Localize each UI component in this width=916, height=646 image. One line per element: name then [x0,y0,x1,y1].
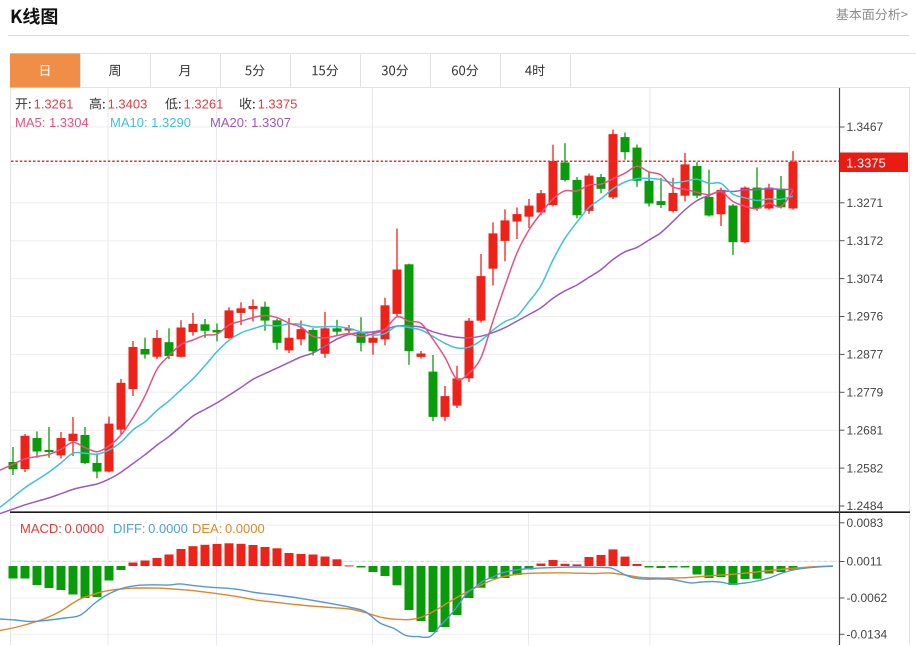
svg-text:1.2976: 1.2976 [847,310,884,324]
svg-text:1.2779: 1.2779 [847,386,884,400]
svg-text:1.3375: 1.3375 [258,97,298,112]
svg-text:1.3172: 1.3172 [847,234,884,248]
svg-text:MA5: 1.3304: MA5: 1.3304 [15,115,89,130]
svg-text:DIFF: 0.0000: DIFF: 0.0000 [113,521,188,536]
svg-text:0.0011: 0.0011 [847,555,883,569]
svg-text:1.3467: 1.3467 [847,120,884,134]
svg-text:1.3375: 1.3375 [846,156,886,171]
svg-text:DEA: 0.0000: DEA: 0.0000 [192,521,265,536]
svg-text:-0.0134: -0.0134 [847,628,888,642]
svg-text:1.2877: 1.2877 [847,348,884,362]
svg-text:1.3403: 1.3403 [108,97,148,112]
svg-text:-0.0062: -0.0062 [847,591,888,605]
svg-text:1.3271: 1.3271 [847,196,884,210]
svg-text:1.2681: 1.2681 [847,423,884,437]
svg-text:0.0083: 0.0083 [847,516,884,530]
svg-text:MA20: 1.3307: MA20: 1.3307 [210,115,291,130]
svg-text:1.2582: 1.2582 [847,461,884,475]
svg-text:1.2484: 1.2484 [847,499,884,513]
svg-text:1.3074: 1.3074 [847,272,884,286]
svg-text:1.3261: 1.3261 [184,97,224,112]
svg-text:1.3261: 1.3261 [34,97,74,112]
svg-text:MACD: 0.0000: MACD: 0.0000 [20,521,104,536]
svg-text:MA10: 1.3290: MA10: 1.3290 [110,115,191,130]
